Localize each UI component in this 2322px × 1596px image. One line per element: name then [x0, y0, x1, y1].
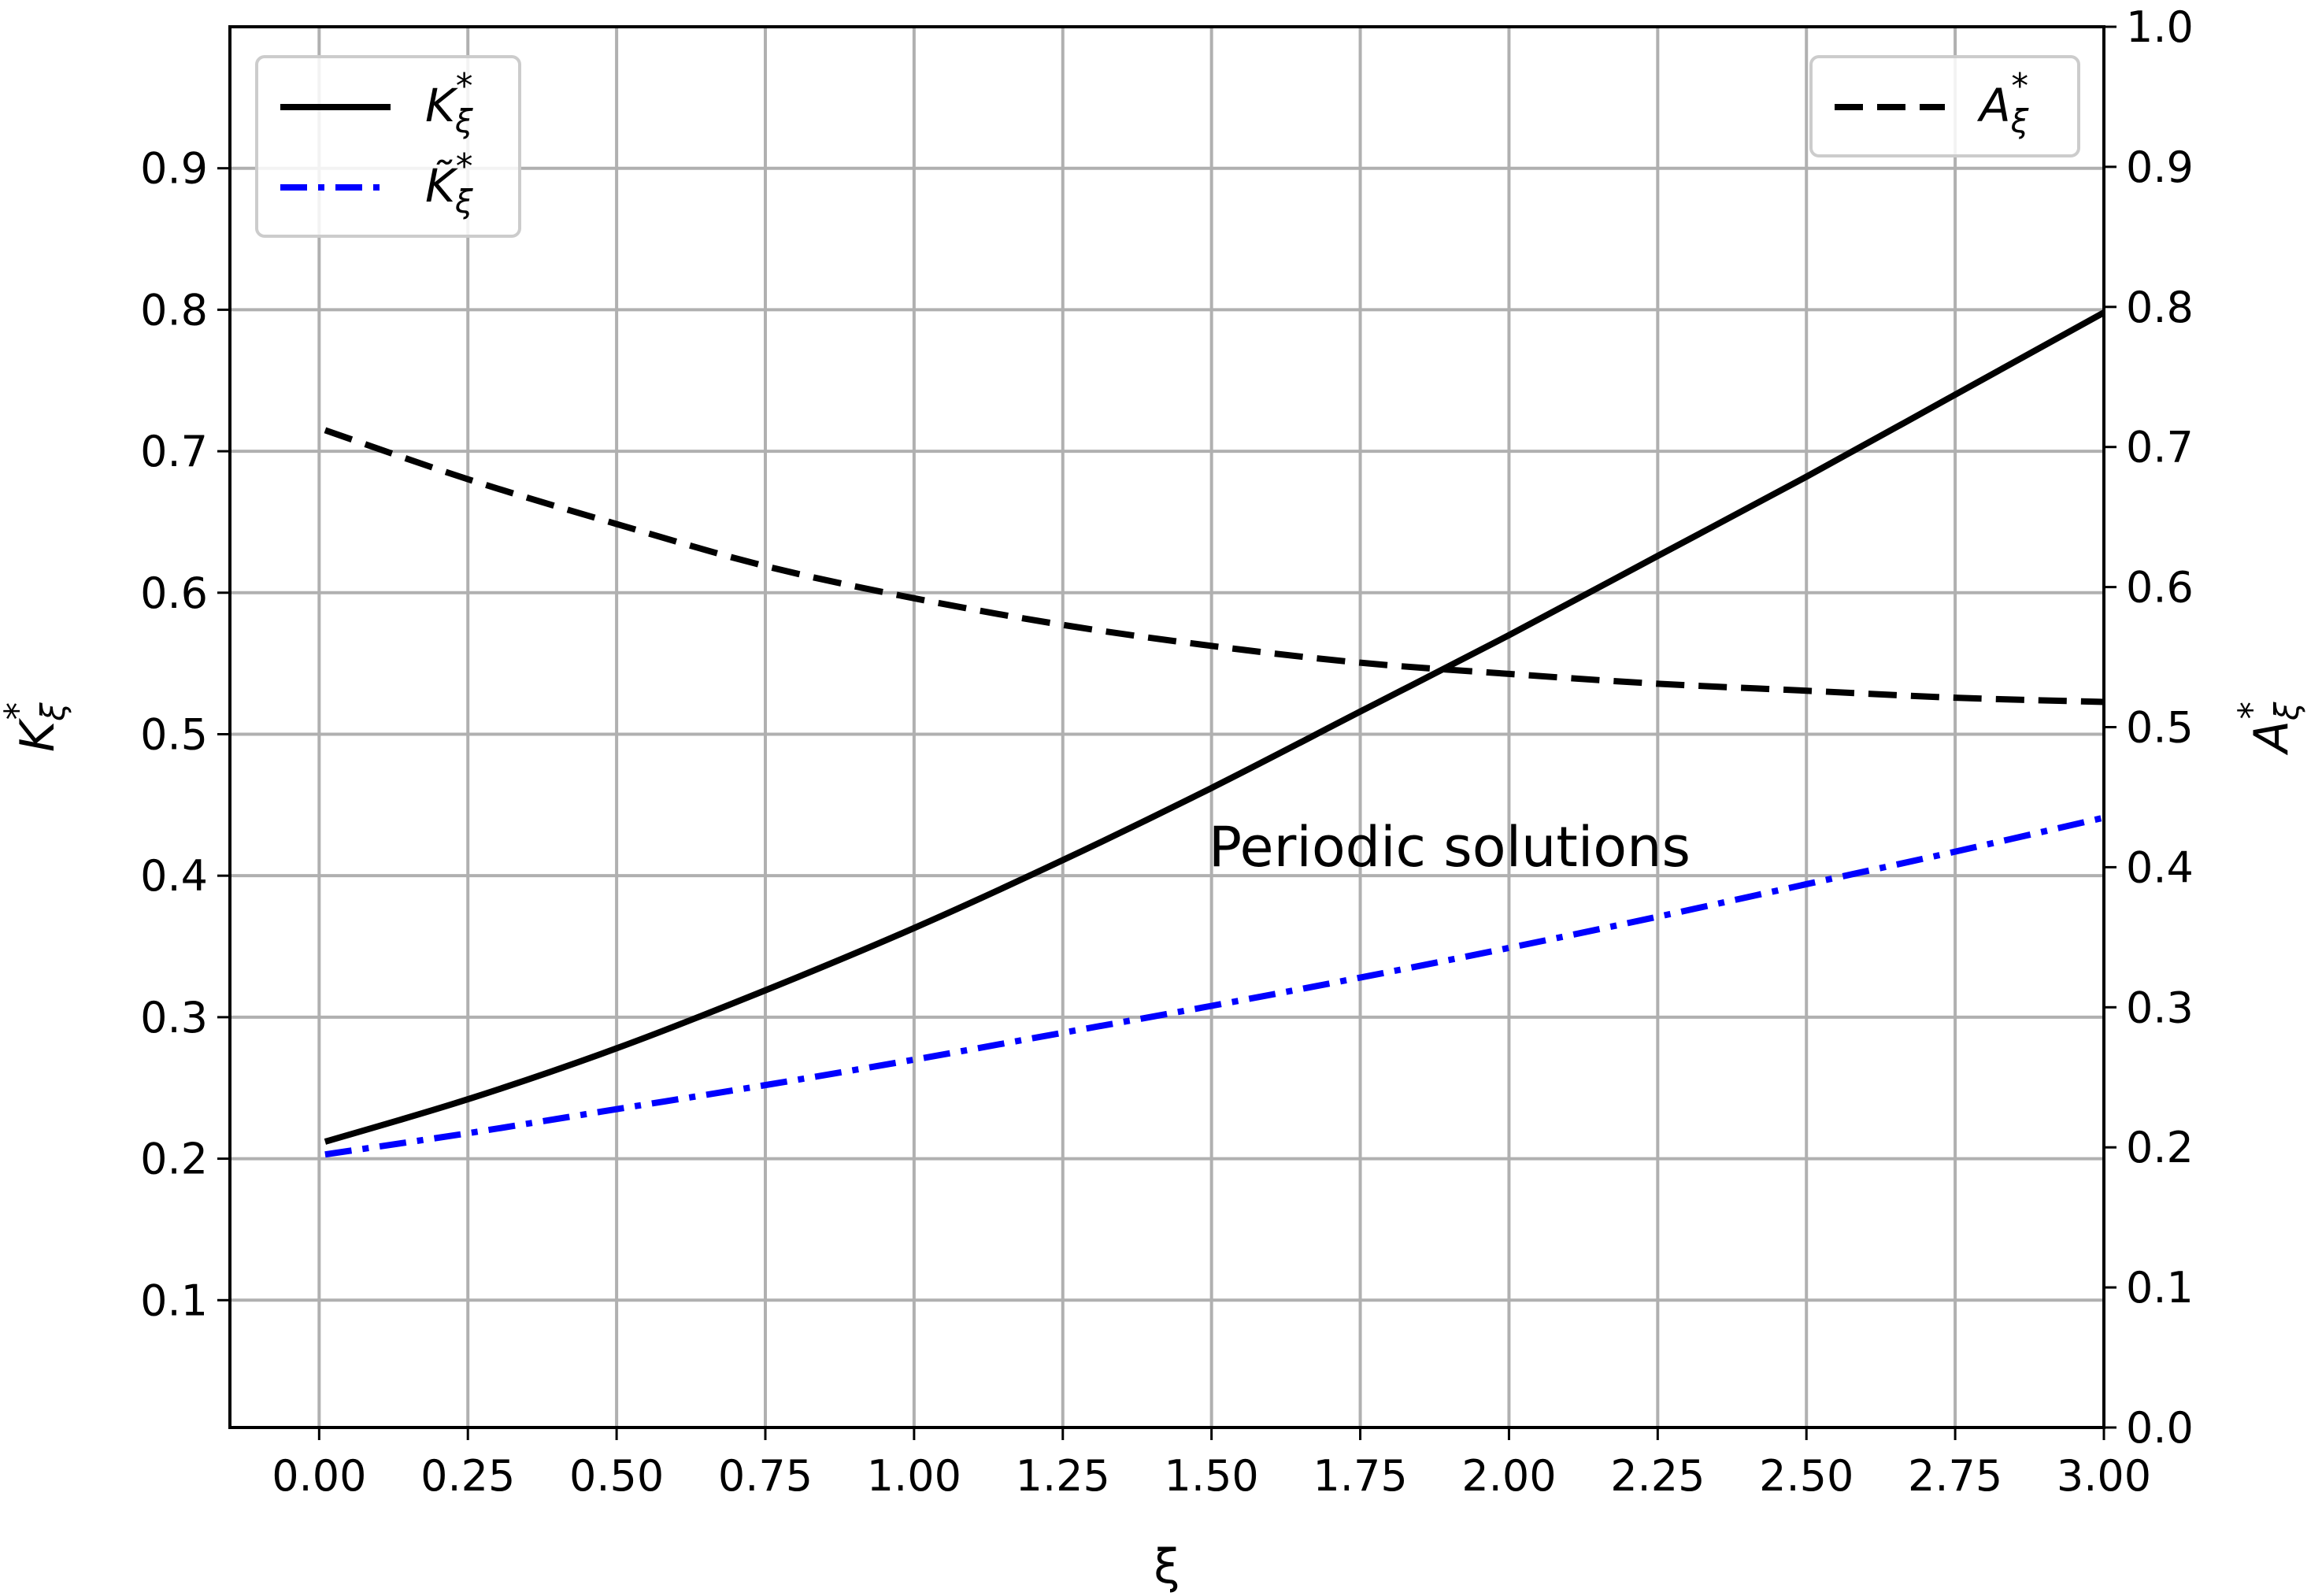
x-tick-label: 1.00 [867, 1451, 961, 1501]
y-left-tick-label: 0.8 [140, 285, 208, 335]
x-tick-label: 1.25 [1016, 1451, 1110, 1501]
legend-label: K̃ξ* [425, 147, 473, 220]
y-left-tick-label: 0.1 [140, 1276, 208, 1325]
y-right-tick-label: 0.6 [2126, 563, 2194, 613]
x-tick-label: 0.50 [569, 1451, 664, 1501]
y-right-tick-label: 0.0 [2126, 1403, 2194, 1453]
annotation-label: Periodic solutions [1209, 815, 1691, 879]
series-line-3 [324, 427, 2105, 705]
y-left-tick-label: 0.6 [140, 568, 208, 618]
y-axis-right: 0.0 0.1 0.2 0.3 0.4 0.5 0.6 0.7 0.8 0.9 1.0 [2104, 2, 2194, 1453]
y-axis-right-label: Aξ* [2231, 702, 2306, 756]
x-tick-label: 1.75 [1313, 1451, 1407, 1501]
y-right-tick-label: 0.5 [2126, 703, 2194, 753]
y-right-tick-label: 0.3 [2126, 983, 2194, 1032]
x-tick-label: 2.75 [1908, 1451, 2002, 1501]
legend-label: Kξ* [425, 67, 473, 140]
y-right-tick-label: 0.8 [2126, 283, 2194, 332]
x-tick-label: 0.75 [718, 1451, 813, 1501]
y-left-tick-label: 0.2 [140, 1135, 208, 1184]
x-tick-label: 0.25 [420, 1451, 515, 1501]
y-right-tick-label: 0.9 [2126, 143, 2194, 192]
x-tick-label: 2.50 [1759, 1451, 1854, 1501]
y-left-tick-label: 0.9 [140, 144, 208, 194]
series-line-1 [324, 309, 2105, 1145]
legend-box [255, 55, 521, 238]
x-tick-label: 3.00 [2057, 1451, 2151, 1501]
y-left-tick-label: 0.3 [140, 993, 208, 1042]
y-left-tick-label: 0.5 [140, 709, 208, 759]
legend-left: Kξ* K̃ξ* [255, 55, 521, 238]
legend-right: Aξ* [1809, 55, 2080, 157]
legend-label: Aξ* [1976, 67, 2029, 140]
y-left-tick-label: 0.4 [140, 851, 208, 901]
series-line-2 [324, 814, 2105, 1158]
x-tick-label: 2.25 [1610, 1451, 1705, 1501]
y-axis-left-label: Kξ* [0, 702, 72, 752]
y-right-tick-label: 0.7 [2126, 423, 2194, 472]
x-axis-label: ξ [1154, 1539, 1180, 1594]
y-right-tick-label: 1.0 [2126, 2, 2194, 52]
y-right-tick-label: 0.1 [2126, 1263, 2194, 1313]
y-right-tick-label: 0.2 [2126, 1123, 2194, 1172]
y-axis-left: 0.1 0.2 0.3 0.4 0.5 0.6 0.7 0.8 0.9 [140, 144, 230, 1325]
x-tick-label: 0.00 [272, 1451, 366, 1501]
y-right-tick-label: 0.4 [2126, 842, 2194, 892]
y-left-tick-label: 0.7 [140, 427, 208, 476]
series-layer [324, 309, 2105, 1158]
x-axis: 0.00 0.25 0.50 0.75 1.00 1.25 1.50 1.75 2.00 2.25… [272, 1428, 2151, 1501]
x-tick-label: 1.50 [1165, 1451, 1259, 1501]
x-tick-label: 2.00 [1461, 1451, 1556, 1501]
